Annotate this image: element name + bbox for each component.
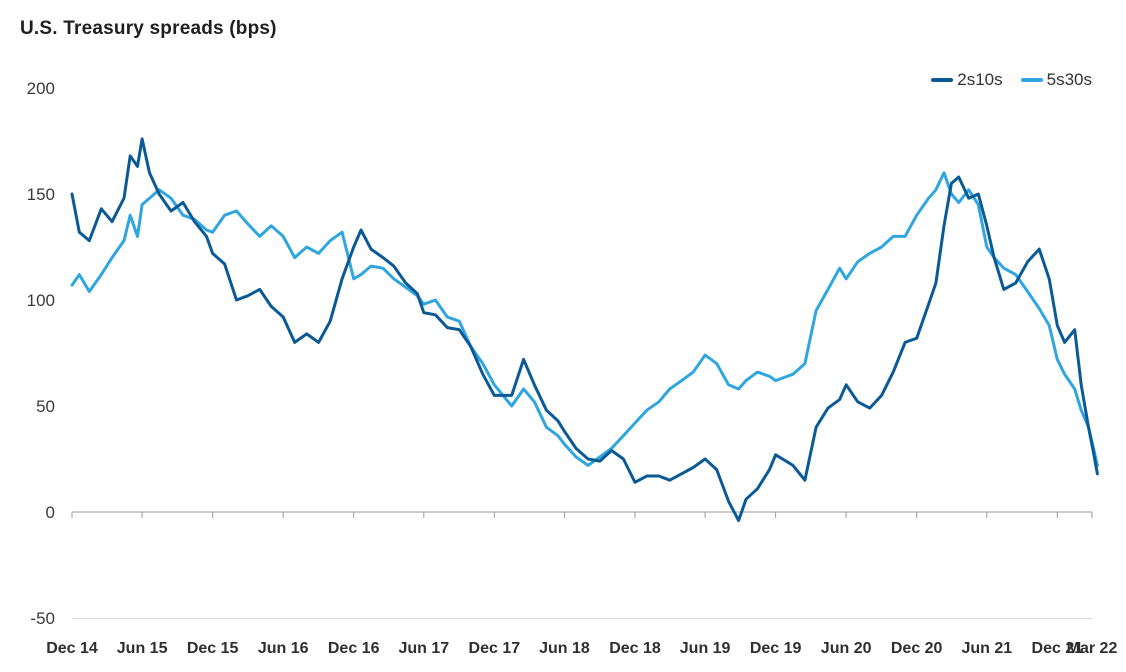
x-tick-label: Dec 21	[1032, 640, 1084, 657]
x-tick-label: Dec 17	[469, 640, 521, 657]
x-tick-label: Dec 20	[891, 640, 943, 657]
y-tick-label: 200	[27, 79, 55, 98]
legend-item-5s30s: 5s30s	[1020, 70, 1092, 90]
y-tick-label: 100	[27, 291, 55, 310]
legend-swatch-2s10s	[931, 78, 954, 82]
x-tick-label: Jun 18	[539, 640, 590, 657]
legend-label-5s30s: 5s30s	[1046, 70, 1092, 89]
x-tick-label: Jun 16	[258, 640, 309, 657]
y-tick-label: 50	[36, 397, 55, 416]
y-tick-label: 0	[46, 503, 55, 522]
legend-item-2s10s: 2s10s	[931, 70, 1003, 90]
y-tick-label: -50	[30, 609, 55, 628]
chart-legend: 2s10s 5s30s	[931, 70, 1092, 90]
series-line-2s10s	[70, 137, 1099, 522]
legend-swatch-5s30s	[1020, 78, 1043, 82]
x-tick-label: Jun 21	[961, 640, 1012, 657]
x-axis: Dec 14 Jun 15 Dec 15 Jun 16 Dec 16 Jun 17 Dec …	[46, 511, 1118, 657]
x-tick-label: Dec 15	[187, 640, 239, 657]
series-lines	[70, 137, 1099, 522]
x-tick-label: Jun 19	[680, 640, 731, 657]
x-tick-label: Dec 14	[46, 640, 98, 657]
x-tick-label: Mar 22	[1067, 640, 1118, 657]
legend-label-2s10s: 2s10s	[957, 70, 1003, 89]
x-tick-label: Dec 19	[750, 640, 802, 657]
series-line-5s30s	[70, 171, 1099, 467]
y-axis: 200 150 100 50 0 -50	[27, 79, 55, 628]
x-tick-label: Jun 20	[821, 640, 872, 657]
y-tick-label: 150	[27, 185, 55, 204]
x-tick-label: Dec 18	[609, 640, 661, 657]
x-tick-label: Dec 16	[328, 640, 380, 657]
chart-title: U.S. Treasury spreads (bps)	[20, 18, 277, 39]
x-tick-label: Jun 17	[398, 640, 449, 657]
x-tick-label: Jun 15	[117, 640, 168, 657]
